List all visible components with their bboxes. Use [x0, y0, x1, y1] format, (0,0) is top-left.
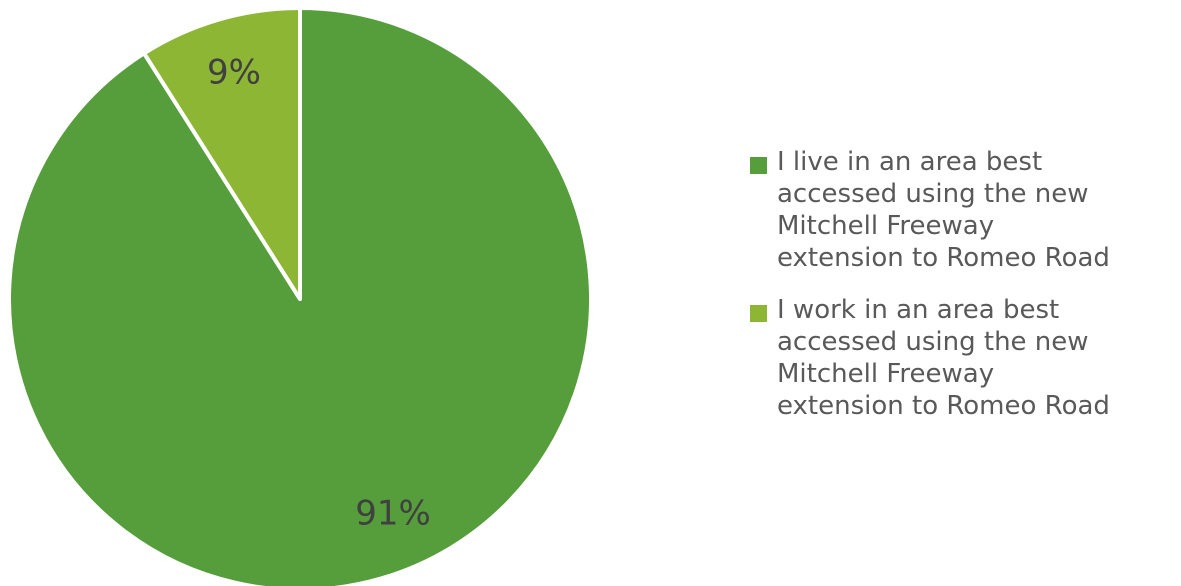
legend-item-work: I work in an area best accessed using th… — [750, 294, 1175, 422]
data-label-work: 9% — [207, 53, 261, 93]
legend-swatch-work — [750, 305, 767, 322]
legend-label-live: I live in an area best accessed using th… — [777, 147, 1110, 273]
legend-item-live: I live in an area best accessed using th… — [750, 146, 1175, 274]
pie-slice-work — [142, 6, 302, 301]
data-label-live: 91% — [355, 494, 431, 534]
legend-swatch-live — [750, 157, 767, 174]
pie-slice-live — [7, 6, 593, 586]
legend-label-work: I work in an area best accessed using th… — [777, 295, 1110, 421]
chart-legend: I live in an area best accessed using th… — [750, 146, 1175, 442]
